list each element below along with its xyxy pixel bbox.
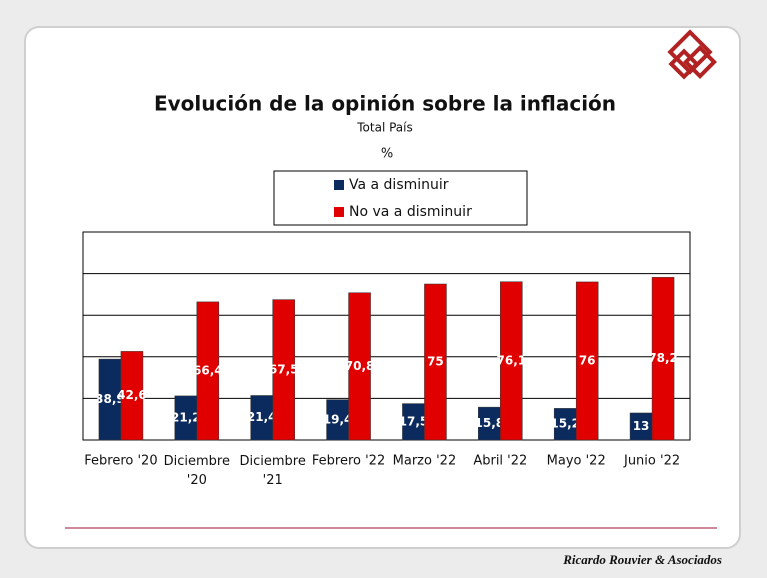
x-tick-label: Diciembre '21 [240, 454, 306, 488]
value-label: 78,2 [648, 351, 678, 365]
value-label: 76 [579, 353, 596, 367]
chart-title: Evolución de la opinión sobre la inflaci… [154, 92, 616, 116]
legend-swatch [334, 180, 344, 190]
bar [651, 277, 675, 441]
value-label: 21,2 [171, 410, 201, 424]
x-tick-label: Abril '22 [473, 454, 527, 469]
value-label: 21,4 [247, 410, 277, 424]
bar [196, 301, 220, 441]
legend-label: No va a disminuir [349, 204, 472, 220]
x-tick-label: Diciembre '20 [164, 454, 230, 488]
legend-label: Va a disminuir [349, 177, 449, 193]
plot-area [82, 231, 691, 441]
value-label: 13 [633, 419, 650, 433]
x-tick-label: Junio '22 [623, 454, 680, 469]
x-tick-label: Marzo '22 [393, 454, 457, 469]
legend-swatch [334, 207, 344, 217]
unit-label: % [381, 147, 393, 162]
value-label: 42,6 [117, 388, 147, 402]
x-tick-label: Mayo '22 [547, 454, 606, 469]
value-label: 66,4 [193, 363, 223, 377]
value-label: 17,5 [399, 414, 429, 428]
value-label: 19,4 [323, 412, 353, 426]
bar [348, 292, 371, 441]
bar [120, 351, 144, 441]
chart-subtitle: Total País [356, 121, 412, 135]
logo [667, 29, 717, 80]
bar [424, 283, 447, 441]
x-tick-label: Febrero '20 [84, 454, 157, 469]
value-label: 67,5 [269, 362, 299, 376]
bar [272, 299, 295, 441]
legend-box [273, 170, 528, 226]
value-label: 38,9 [95, 392, 125, 406]
value-label: 70,8 [345, 359, 375, 373]
bar [575, 281, 599, 441]
value-label: 15,8 [475, 416, 505, 430]
footer: Ricardo Rouvier & Asociados [562, 552, 722, 567]
value-label: 75 [427, 355, 444, 369]
value-label: 15,2 [550, 417, 580, 431]
bar [500, 281, 523, 441]
x-tick-label: Febrero '22 [312, 454, 385, 469]
value-label: 76,1 [497, 353, 527, 367]
